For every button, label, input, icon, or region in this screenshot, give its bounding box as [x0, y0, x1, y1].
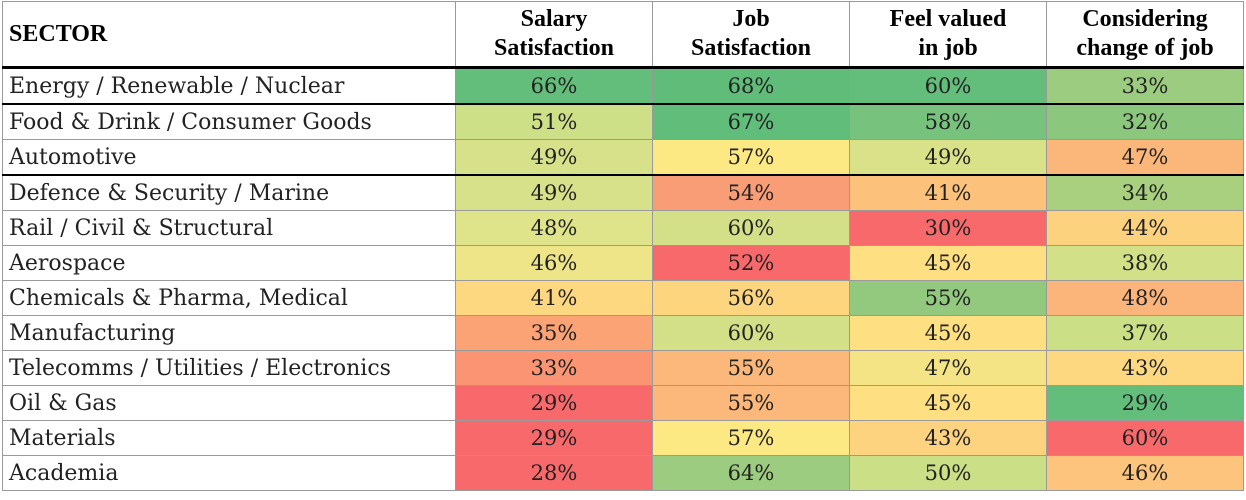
table-row: Automotive 49% 57% 49% 47%: [2, 139, 1244, 176]
header-row: SECTOR Salary Satisfaction Job Satisfact…: [2, 1, 1244, 69]
sector-label: Materials: [2, 420, 456, 456]
considering-change-cell: 37%: [1046, 315, 1244, 351]
sector-satisfaction-heatmap: SECTOR Salary Satisfaction Job Satisfact…: [2, 1, 1244, 491]
column-header-line2: Satisfaction: [691, 35, 811, 61]
table-row: Food & Drink / Consumer Goods 51% 67% 58% 32…: [2, 103, 1244, 140]
column-header-line1: Considering: [1082, 6, 1208, 32]
job-satisfaction-cell: 64%: [652, 455, 850, 491]
job-satisfaction-cell: 57%: [652, 139, 850, 176]
column-header-line1: Feel valued: [889, 6, 1007, 32]
column-header-line1: Job: [732, 6, 770, 32]
job-satisfaction-cell: 52%: [652, 245, 850, 281]
salary-satisfaction-cell: 29%: [455, 420, 653, 456]
table-row: Academia 28% 64% 50% 46%: [2, 455, 1244, 491]
column-header-considering-change: Considering change of job: [1046, 1, 1244, 69]
considering-change-cell: 29%: [1046, 385, 1244, 421]
feel-valued-cell: 43%: [849, 420, 1047, 456]
sector-label: Rail / Civil & Structural: [2, 210, 456, 246]
job-satisfaction-cell: 54%: [652, 174, 850, 211]
considering-change-cell: 33%: [1046, 67, 1244, 105]
heatmap-body: Energy / Renewable / Nuclear 66% 68% 60% 33%…: [2, 67, 1244, 491]
considering-change-cell: 46%: [1046, 455, 1244, 491]
feel-valued-cell: 58%: [849, 103, 1047, 140]
column-header-salary-satisfaction: Salary Satisfaction: [455, 1, 653, 69]
considering-change-cell: 32%: [1046, 103, 1244, 140]
sector-label: Food & Drink / Consumer Goods: [2, 103, 456, 140]
feel-valued-cell: 49%: [849, 139, 1047, 176]
salary-satisfaction-cell: 49%: [455, 174, 653, 211]
job-satisfaction-cell: 55%: [652, 350, 850, 386]
column-header-sector: SECTOR: [2, 1, 456, 69]
table-row: Materials 29% 57% 43% 60%: [2, 420, 1244, 456]
table-row: Manufacturing 35% 60% 45% 37%: [2, 315, 1244, 351]
feel-valued-cell: 45%: [849, 315, 1047, 351]
column-header-job-satisfaction: Job Satisfaction: [652, 1, 850, 69]
table-row: Telecomms / Utilities / Electronics 33% 55…: [2, 350, 1244, 386]
column-header-line2: in job: [918, 35, 978, 61]
feel-valued-cell: 45%: [849, 385, 1047, 421]
salary-satisfaction-cell: 33%: [455, 350, 653, 386]
sector-label: Automotive: [2, 139, 456, 176]
column-header-line1: Salary: [520, 6, 588, 32]
considering-change-cell: 34%: [1046, 174, 1244, 211]
job-satisfaction-cell: 67%: [652, 103, 850, 140]
considering-change-cell: 43%: [1046, 350, 1244, 386]
considering-change-cell: 44%: [1046, 210, 1244, 246]
considering-change-cell: 48%: [1046, 280, 1244, 316]
salary-satisfaction-cell: 29%: [455, 385, 653, 421]
feel-valued-cell: 47%: [849, 350, 1047, 386]
feel-valued-cell: 60%: [849, 67, 1047, 105]
salary-satisfaction-cell: 28%: [455, 455, 653, 491]
considering-change-cell: 47%: [1046, 139, 1244, 176]
feel-valued-cell: 45%: [849, 245, 1047, 281]
table-row: Chemicals & Pharma, Medical 41% 56% 55% 48%: [2, 280, 1244, 316]
sector-label: Oil & Gas: [2, 385, 456, 421]
sector-label: Manufacturing: [2, 315, 456, 351]
job-satisfaction-cell: 60%: [652, 315, 850, 351]
salary-satisfaction-cell: 46%: [455, 245, 653, 281]
sector-label: Telecomms / Utilities / Electronics: [2, 350, 456, 386]
feel-valued-cell: 50%: [849, 455, 1047, 491]
job-satisfaction-cell: 55%: [652, 385, 850, 421]
table-row: Rail / Civil & Structural 48% 60% 30% 44%: [2, 210, 1244, 246]
table-row: Oil & Gas 29% 55% 45% 29%: [2, 385, 1244, 421]
considering-change-cell: 60%: [1046, 420, 1244, 456]
salary-satisfaction-cell: 66%: [455, 67, 653, 105]
sector-label: Defence & Security / Marine: [2, 174, 456, 211]
salary-satisfaction-cell: 48%: [455, 210, 653, 246]
sector-label: Academia: [2, 455, 456, 491]
table-row: Aerospace 46% 52% 45% 38%: [2, 245, 1244, 281]
feel-valued-cell: 55%: [849, 280, 1047, 316]
salary-satisfaction-cell: 49%: [455, 139, 653, 176]
salary-satisfaction-cell: 51%: [455, 103, 653, 140]
salary-satisfaction-cell: 41%: [455, 280, 653, 316]
feel-valued-cell: 41%: [849, 174, 1047, 211]
sector-label: Aerospace: [2, 245, 456, 281]
sector-label: Energy / Renewable / Nuclear: [2, 67, 456, 105]
table-row: Energy / Renewable / Nuclear 66% 68% 60% 33%: [2, 67, 1244, 105]
job-satisfaction-cell: 57%: [652, 420, 850, 456]
sector-label: Chemicals & Pharma, Medical: [2, 280, 456, 316]
job-satisfaction-cell: 60%: [652, 210, 850, 246]
column-header-feel-valued: Feel valued in job: [849, 1, 1047, 69]
feel-valued-cell: 30%: [849, 210, 1047, 246]
job-satisfaction-cell: 68%: [652, 67, 850, 105]
column-header-line2: change of job: [1076, 35, 1214, 61]
salary-satisfaction-cell: 35%: [455, 315, 653, 351]
job-satisfaction-cell: 56%: [652, 280, 850, 316]
column-header-line2: Satisfaction: [494, 35, 614, 61]
column-header-sector-text: SECTOR: [9, 20, 108, 47]
considering-change-cell: 38%: [1046, 245, 1244, 281]
table-row: Defence & Security / Marine 49% 54% 41% 34%: [2, 174, 1244, 211]
